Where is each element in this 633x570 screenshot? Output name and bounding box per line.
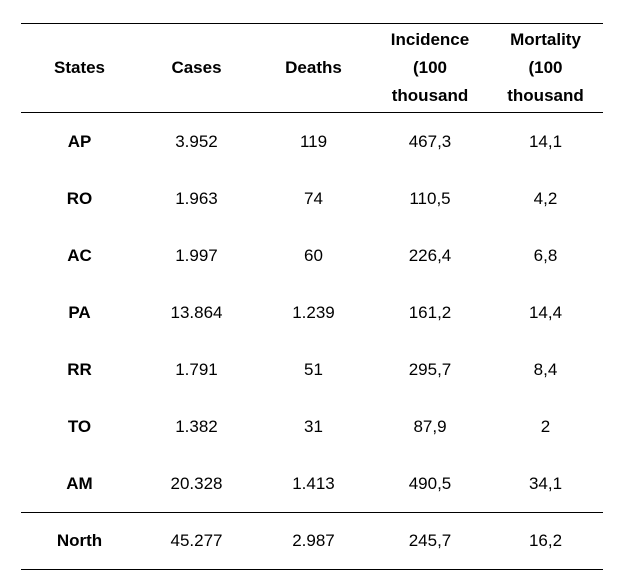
cases-cell: 20.328 xyxy=(170,473,223,493)
deaths-cell: 74 xyxy=(304,188,323,208)
cases-cell: 1.382 xyxy=(175,416,218,436)
states-data-table: States Cases Deaths Incidence (100 thous… xyxy=(21,23,603,570)
cases-cell: 1.791 xyxy=(175,359,218,379)
header-row: States Cases Deaths Incidence (100 thous… xyxy=(21,23,603,113)
state-cell: AP xyxy=(67,131,92,151)
table-row: TO 1.382 31 87,9 2 xyxy=(21,398,603,455)
deaths-cell: 1.413 xyxy=(292,473,335,493)
mortality-cell: 2 xyxy=(540,416,551,436)
total-incidence-cell: 245,7 xyxy=(408,531,452,550)
mortality-cell: 6,8 xyxy=(533,245,558,265)
state-cell: TO xyxy=(67,416,92,436)
state-cell: RO xyxy=(66,188,93,208)
cases-cell: 3.952 xyxy=(175,131,218,151)
deaths-cell: 1.239 xyxy=(292,302,335,322)
header-incidence: Incidence (100 thousand xyxy=(390,30,470,105)
table-row: PA 13.864 1.239 161,2 14,4 xyxy=(21,284,603,341)
state-cell: RR xyxy=(67,359,92,379)
total-row: North 45.277 2.987 245,7 16,2 xyxy=(21,512,603,570)
header-cases: Cases xyxy=(171,58,222,77)
deaths-cell: 119 xyxy=(299,131,328,151)
total-region-cell: North xyxy=(56,531,103,550)
deaths-cell: 51 xyxy=(304,359,323,379)
state-cell: AC xyxy=(67,245,92,265)
deaths-cell: 60 xyxy=(304,245,323,265)
deaths-cell: 31 xyxy=(304,416,323,436)
state-cell: PA xyxy=(68,302,91,322)
incidence-cell: 467,3 xyxy=(408,131,452,151)
cases-cell: 1.963 xyxy=(175,188,218,208)
mortality-cell: 14,4 xyxy=(528,302,563,322)
header-states: States xyxy=(53,58,106,77)
table-row: AM 20.328 1.413 490,5 34,1 xyxy=(21,455,603,513)
incidence-cell: 226,4 xyxy=(408,245,452,265)
table-row: RR 1.791 51 295,7 8,4 xyxy=(21,341,603,398)
incidence-cell: 490,5 xyxy=(408,473,452,493)
state-cell: AM xyxy=(66,473,93,493)
mortality-cell: 4,2 xyxy=(533,188,558,208)
mortality-cell: 14,1 xyxy=(528,131,563,151)
incidence-cell: 295,7 xyxy=(408,359,452,379)
header-deaths: Deaths xyxy=(285,58,342,77)
table-row: AP 3.952 119 467,3 14,1 xyxy=(21,113,603,171)
data-table-container: States Cases Deaths Incidence (100 thous… xyxy=(21,23,603,570)
table-row: RO 1.963 74 110,5 4,2 xyxy=(21,170,603,227)
mortality-cell: 34,1 xyxy=(528,473,563,493)
total-cases-cell: 45.277 xyxy=(170,531,223,550)
header-mortality: Mortality (100 thousand xyxy=(507,30,584,105)
mortality-cell: 8,4 xyxy=(533,359,558,379)
total-mortality-cell: 16,2 xyxy=(528,531,563,550)
incidence-cell: 87,9 xyxy=(413,416,447,436)
cases-cell: 1.997 xyxy=(175,245,218,265)
incidence-cell: 161,2 xyxy=(408,302,452,322)
cases-cell: 13.864 xyxy=(170,302,223,322)
table-row: AC 1.997 60 226,4 6,8 xyxy=(21,227,603,284)
total-deaths-cell: 2.987 xyxy=(292,531,335,550)
incidence-cell: 110,5 xyxy=(409,188,451,208)
